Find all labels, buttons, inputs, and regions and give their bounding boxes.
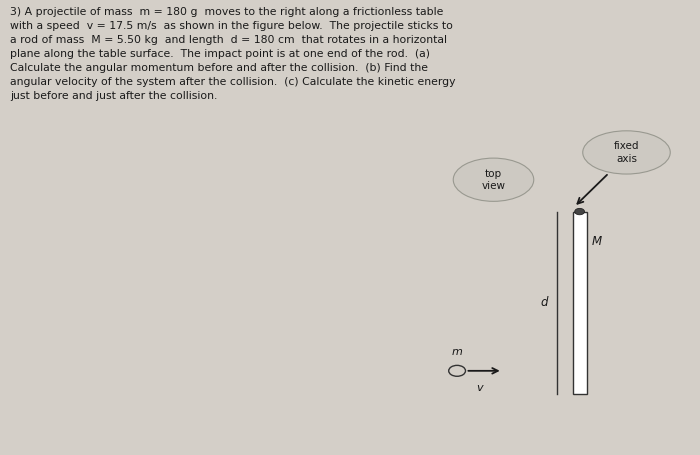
Bar — [573, 212, 587, 394]
Text: 3) A projectile of mass  m = 180 g  moves to the right along a frictionless tabl: 3) A projectile of mass m = 180 g moves … — [10, 7, 456, 101]
Text: M: M — [592, 235, 601, 248]
Ellipse shape — [582, 131, 671, 174]
Text: d: d — [541, 296, 548, 309]
Text: top
view: top view — [482, 168, 505, 191]
Text: fixed
axis: fixed axis — [614, 141, 639, 164]
Circle shape — [575, 208, 584, 215]
Ellipse shape — [454, 158, 533, 202]
Text: m: m — [452, 347, 463, 357]
Text: v: v — [476, 383, 483, 393]
